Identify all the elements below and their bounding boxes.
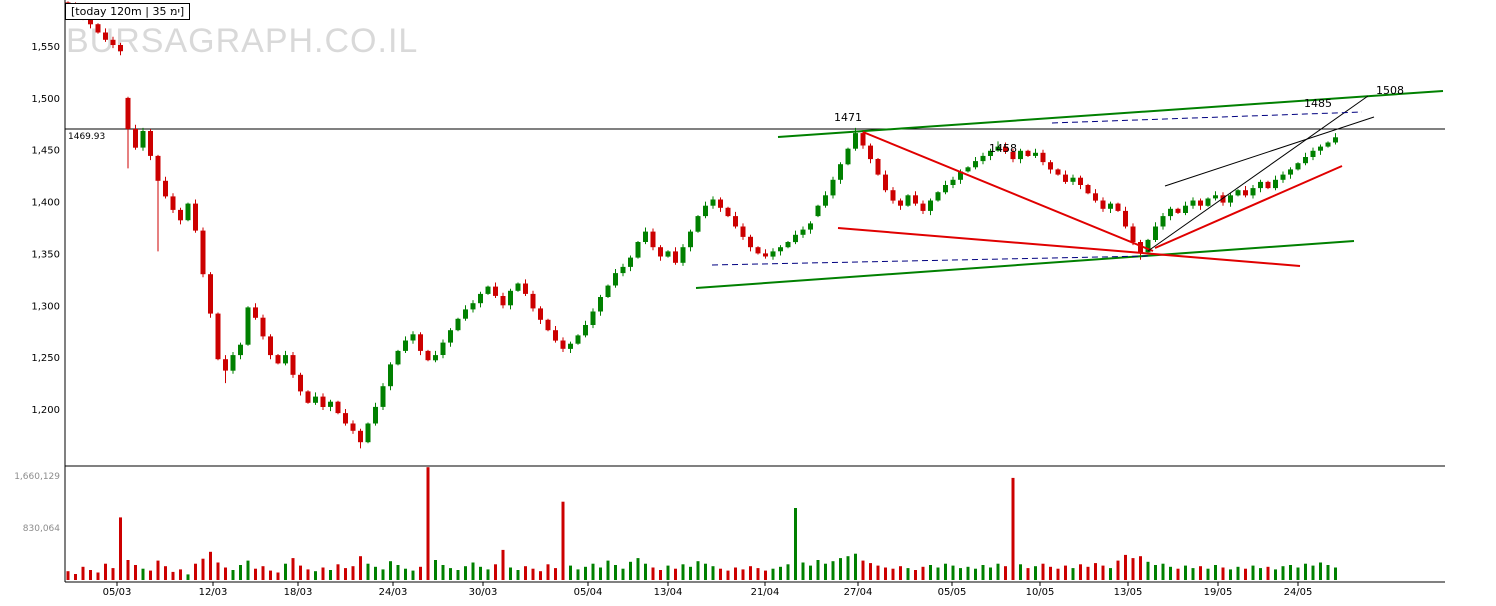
volume-layer xyxy=(66,467,1337,580)
trend-lines-layer xyxy=(695,90,1444,289)
trend-line xyxy=(1154,165,1343,249)
trend-line xyxy=(837,227,1301,267)
trend-line xyxy=(862,131,1154,252)
x-axis-label: 13/05 xyxy=(1114,587,1143,598)
x-axis-label: 05/05 xyxy=(938,587,967,598)
y-axis-label: 1,350 xyxy=(31,249,60,260)
trend-line xyxy=(1051,111,1363,124)
trend-line xyxy=(777,90,1444,138)
annotation-label: 1458 xyxy=(989,142,1017,155)
volume-axis-label: 1,660,129 xyxy=(14,472,60,482)
x-axis-label: 24/05 xyxy=(1284,587,1313,598)
trend-line xyxy=(711,255,1149,266)
y-axis-label: 1,450 xyxy=(31,146,60,157)
x-axis-label: 18/03 xyxy=(284,587,313,598)
annotation-label: 1471 xyxy=(834,111,862,124)
x-axis-label: 10/05 xyxy=(1026,587,1055,598)
y-axis-label: 1,300 xyxy=(31,301,60,312)
trend-line xyxy=(1164,116,1375,187)
y-axis-label: 1,400 xyxy=(31,198,60,209)
candles-layer xyxy=(65,1,1338,449)
annotation-label: 1508 xyxy=(1376,84,1404,97)
y-axis-label: 1,550 xyxy=(31,42,60,53)
trend-line xyxy=(695,240,1355,289)
x-axis-label: 05/03 xyxy=(103,587,132,598)
x-axis-label: 13/04 xyxy=(654,587,683,598)
trend-line xyxy=(1147,95,1369,252)
volume-axis-label: 830,064 xyxy=(23,524,60,534)
x-axis-label: 27/04 xyxy=(844,587,873,598)
y-axis-label: 1,200 xyxy=(31,405,60,416)
axes-layer: 1,550 1,500 1,450 1,400 1,350 1,300 1,250 1,200… xyxy=(14,0,1445,598)
y-axis-label: 1,500 xyxy=(31,94,60,105)
watermark-text: BURSAGRAPH.CO.IL xyxy=(66,22,419,60)
x-axis-label: 24/03 xyxy=(379,587,408,598)
price-line-label-bg xyxy=(66,130,110,141)
x-axis-label: 21/04 xyxy=(751,587,780,598)
chart-info-label: [today 120m | 35 ימ] xyxy=(65,3,191,20)
x-axis-label: 12/03 xyxy=(199,587,228,598)
price-line-label: 1469.93 xyxy=(68,132,105,142)
y-axis-label: 1,250 xyxy=(31,353,60,364)
annotation-label: 1485 xyxy=(1304,97,1332,110)
annotation-labels-layer: 1471 1458 1485 1508 1469.93 xyxy=(66,84,1404,155)
x-axis-label: 30/03 xyxy=(469,587,498,598)
x-axis-label: 05/04 xyxy=(574,587,603,598)
x-axis-label: 19/05 xyxy=(1204,587,1233,598)
